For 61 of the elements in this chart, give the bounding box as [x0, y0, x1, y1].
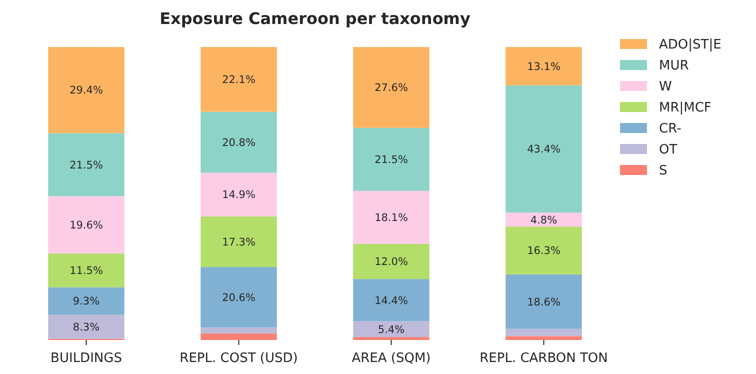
bar: [200, 327, 277, 334]
x-tick-label: REPL. CARBON TON: [480, 351, 608, 366]
bar: [353, 337, 430, 340]
bar: [506, 85, 582, 213]
chart-title: Exposure Cameroon per taxonomy: [160, 9, 471, 28]
bar: [506, 47, 582, 86]
bar: [200, 334, 277, 340]
bar: [353, 190, 430, 244]
data-label: 8.3%: [72, 321, 100, 334]
bar: [506, 274, 582, 329]
legend-label: CR-: [659, 122, 682, 137]
bar: [48, 133, 124, 196]
data-label: 20.8%: [222, 136, 256, 149]
data-label: 29.4%: [70, 84, 103, 97]
bar: [200, 216, 277, 268]
legend-label: OT: [659, 142, 678, 158]
bar: [506, 212, 582, 227]
bar: [506, 336, 582, 340]
data-label: 27.6%: [374, 82, 408, 94]
data-label: 16.3%: [527, 245, 560, 258]
data-label: 19.6%: [70, 220, 103, 232]
legend-label: ADO|ST|E: [659, 38, 722, 53]
data-label: 9.3%: [72, 296, 100, 308]
bar: [506, 328, 582, 336]
bar: [48, 47, 124, 134]
data-label: 14.4%: [374, 294, 408, 307]
bar: [200, 172, 277, 216]
data-label: 12.0%: [374, 256, 408, 268]
legend-label: W: [659, 80, 672, 95]
bar: [353, 321, 430, 338]
data-label: 21.5%: [374, 154, 408, 166]
legend-label: MR|MCF: [659, 100, 712, 116]
x-tick-label: AREA (SQM): [352, 351, 431, 366]
data-label: 22.1%: [222, 74, 256, 86]
bar: [353, 279, 430, 322]
legend-label: S: [659, 164, 668, 179]
x-tick-label: BUILDINGS: [50, 351, 122, 366]
x-tick-label: REPL. COST (USD): [180, 351, 298, 366]
bar: [48, 287, 124, 315]
data-label: 11.5%: [70, 265, 103, 278]
bar: [200, 267, 277, 328]
bar: [48, 196, 124, 254]
bar: [200, 47, 277, 112]
data-label: 4.8%: [530, 214, 558, 226]
bar: [353, 128, 430, 191]
bar: [506, 226, 582, 274]
data-label: 17.3%: [222, 236, 256, 248]
data-label: 20.6%: [222, 292, 256, 304]
data-label: 13.1%: [527, 60, 560, 73]
data-label: 14.9%: [222, 189, 256, 202]
data-label: 18.1%: [374, 212, 408, 224]
bar: [48, 254, 124, 288]
legend-label: MUR: [659, 58, 689, 74]
data-label: 21.5%: [70, 159, 103, 172]
data-label: 18.6%: [527, 296, 560, 308]
data-label: 5.4%: [378, 324, 405, 336]
bar: [353, 47, 430, 128]
data-label: 43.4%: [527, 144, 560, 156]
bar: [48, 314, 124, 339]
bar: [200, 112, 277, 173]
bar: [353, 244, 430, 280]
